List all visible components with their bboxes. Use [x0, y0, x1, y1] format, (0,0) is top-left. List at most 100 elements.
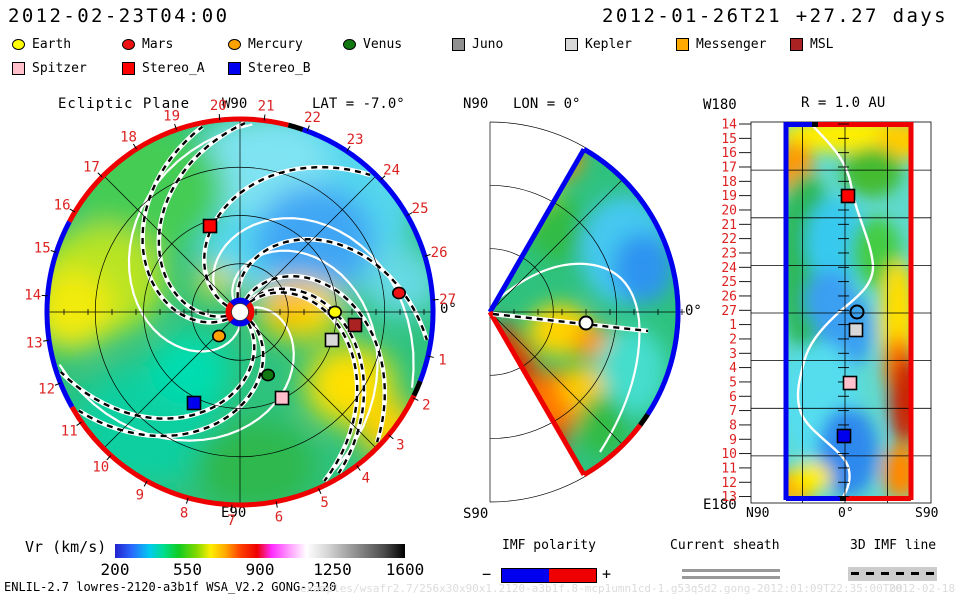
day-label: 1 [438, 353, 446, 369]
day-label: 22 [721, 232, 737, 247]
imf-line-swatch [848, 567, 937, 581]
e90-label: E90 [221, 505, 247, 521]
legend-label: Messenger [696, 37, 767, 52]
mercury-marker-icon [228, 39, 241, 50]
imf-minus-sign: − [482, 565, 492, 583]
longitude-label: LON = 0° [513, 96, 581, 112]
meridional-zero-degree-label: 0° [685, 303, 702, 319]
day-label: 20 [210, 98, 227, 114]
marker-earth [327, 305, 342, 319]
run-path-watermark: examples/wsafr2.7/256x30x90x1.2120-a3b1f… [300, 582, 903, 595]
radial-object-markers [836, 188, 865, 444]
day-label: 25 [721, 275, 737, 290]
imf-positive-swatch [549, 569, 596, 582]
colorbar-title: Vr (km/s) [25, 538, 107, 556]
day-label: 21 [258, 99, 275, 115]
legend-item-mars: Mars [122, 37, 173, 52]
colorbar-tick: 1250 [313, 560, 352, 579]
marker-msl [347, 317, 363, 333]
legend-item-kepler: Kepler [565, 37, 632, 52]
sun-marker [225, 297, 255, 327]
day-label: 13 [26, 335, 43, 351]
current-sheath-title: Current sheath [670, 538, 780, 553]
day-label: 17 [721, 161, 737, 176]
venus-marker-icon [343, 39, 356, 50]
day-label: 15 [34, 241, 51, 257]
radial-slice-heatmap: 1415161718192021222324252627123456789101… [721, 118, 932, 506]
day-label: 13 [721, 490, 737, 505]
e180-label: E180 [703, 497, 737, 513]
legend-item-stereo_a: Stereo_A [122, 61, 205, 76]
legend-item-msl: MSL [790, 37, 833, 52]
legend-label: Stereo_A [142, 61, 205, 76]
xaxis-s90-label: S90 [915, 506, 939, 521]
legend-item-venus: Venus [343, 37, 402, 52]
day-label: 7 [729, 404, 737, 419]
day-label: 6 [729, 390, 737, 405]
imf-polarity-outer-arc [582, 147, 681, 477]
marker-spitzer [842, 375, 858, 391]
legend-item-spitzer: Spitzer [12, 61, 87, 76]
earth-marker-icon [12, 39, 25, 50]
legend-label: Spitzer [32, 61, 87, 76]
day-label: 11 [721, 461, 737, 476]
imf-polarity-rim [44, 116, 436, 508]
juno-marker-icon [452, 38, 465, 51]
radial-day-labels: 1415161718192021222324252627123456789101… [721, 118, 737, 506]
w180-label: W180 [703, 97, 737, 113]
marker-stereo_b [186, 395, 202, 411]
day-label: 15 [721, 132, 737, 147]
day-label: 6 [275, 509, 283, 525]
day-label: 12 [38, 382, 55, 398]
ecliptic-zero-degree-label: 0° [440, 301, 457, 317]
imf-polarity-bar [501, 568, 597, 583]
day-label: 20 [721, 204, 737, 219]
run-start-elapsed: 2012-01-26T21 +27.27 days [602, 5, 948, 27]
spitzer-marker-icon [12, 62, 25, 75]
legend-label: Earth [32, 37, 72, 52]
day-label: 19 [163, 109, 180, 125]
marker-venus [260, 368, 275, 382]
day-label: 16 [54, 197, 71, 213]
meridional-heatmap [487, 121, 685, 503]
day-label: 25 [412, 201, 429, 217]
meridional-object-markers [578, 315, 594, 331]
legend-item-earth: Earth [12, 37, 71, 52]
marker-stereo_a [202, 218, 218, 234]
day-label: 16 [721, 146, 737, 161]
day-label: 21 [721, 218, 737, 233]
current-sheath-contour [496, 262, 641, 453]
marker-stereo_b [836, 428, 852, 444]
day-label: 9 [136, 487, 144, 503]
day-label: 4 [362, 471, 370, 487]
marker-mercury [212, 329, 227, 343]
marker-kepler [848, 322, 864, 338]
radial-panel-title: R = 1.0 AU [801, 95, 886, 111]
stereo_a-marker-icon [122, 62, 135, 75]
vr-colorbar [115, 544, 405, 558]
messenger-marker-icon [676, 38, 689, 51]
imf-polarity-edges [487, 147, 587, 477]
legend-item-juno: Juno [452, 37, 503, 52]
legend-item-messenger: Messenger [676, 37, 766, 52]
day-label: 2 [729, 332, 737, 347]
day-label: 18 [120, 129, 137, 145]
xaxis-zero-label: 0° [838, 506, 854, 521]
legend-item-mercury: Mercury [228, 37, 303, 52]
legend-label: Juno [472, 37, 504, 52]
model-version-text: ENLIL-2.7 lowres-2120-a3b1f WSA_V2.2 GON… [4, 580, 337, 594]
marker-spitzer [274, 390, 290, 406]
n90-label: N90 [463, 96, 489, 112]
day-label: 2 [422, 398, 430, 414]
xaxis-n90-label: N90 [746, 506, 770, 521]
day-label: 18 [721, 175, 737, 190]
day-label: 23 [721, 247, 737, 262]
marker-mars [391, 286, 406, 300]
run-date-watermark: 2012-02-18 [888, 582, 955, 595]
marker-earth [578, 315, 594, 331]
day-label: 11 [61, 424, 78, 440]
current-sheath-swatch [682, 569, 780, 572]
day-label: 8 [729, 418, 737, 433]
